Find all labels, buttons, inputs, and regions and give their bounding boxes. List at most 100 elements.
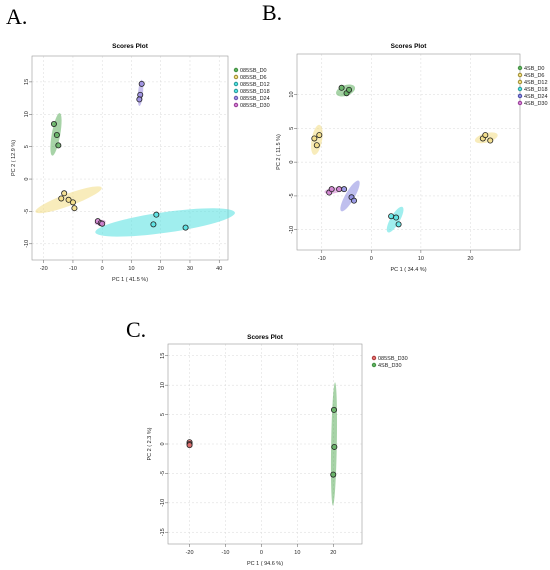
- data-point: [330, 471, 337, 478]
- y-tick-label: 10: [24, 111, 30, 117]
- panel-label-a: A.: [6, 4, 27, 29]
- legend-label: 4SB_D0: [524, 66, 545, 72]
- data-point: [388, 213, 395, 220]
- data-point: [69, 199, 76, 206]
- x-tick-label: 10: [418, 256, 424, 262]
- data-point: [341, 186, 348, 193]
- data-point: [316, 132, 323, 139]
- y-tick-label: 5: [24, 145, 30, 148]
- legend-label: 085SB_D6: [240, 75, 267, 81]
- legend-label: 085SB_D0: [240, 68, 267, 74]
- x-tick-label: -10: [222, 550, 230, 556]
- chart-title: Scores Plot: [247, 334, 284, 341]
- data-point: [393, 214, 400, 221]
- legend-label: 4SB_D6: [524, 73, 545, 79]
- x-tick-label: 10: [294, 550, 300, 556]
- data-point: [482, 132, 489, 139]
- legend-marker: [233, 102, 239, 108]
- data-point: [186, 442, 193, 449]
- y-axis-label: PC 2 ( 2.3 %): [147, 427, 153, 460]
- x-tick-label: 20: [330, 550, 336, 556]
- data-point: [336, 186, 343, 193]
- y-tick-label: 15: [160, 353, 166, 359]
- legend-marker: [371, 362, 377, 368]
- data-point: [330, 406, 337, 413]
- y-tick-label: -5: [160, 471, 166, 476]
- y-axis-label: PC 2 ( 12.9 %): [11, 140, 17, 176]
- legend-marker: [371, 355, 377, 361]
- data-point: [58, 195, 65, 202]
- x-tick-label: -10: [318, 256, 326, 262]
- data-point: [395, 221, 402, 228]
- legend-marker: [233, 95, 239, 101]
- panel-label-b: B.: [262, 0, 282, 25]
- legend-label: 085SB_D30: [378, 356, 408, 362]
- legend-label: 085SB_D12: [240, 82, 270, 88]
- x-tick-label: 40: [216, 266, 222, 272]
- x-tick-label: 30: [187, 266, 193, 272]
- data-point: [350, 197, 357, 204]
- data-point: [99, 220, 106, 227]
- x-tick-label: 0: [260, 550, 263, 556]
- scores-plot-b: -10 0 10 20 -10 -5 0 5 10 Scores Plot PC 1 ( 34.4 …: [276, 43, 548, 273]
- y-tick-label: -10: [160, 499, 166, 507]
- scores-plot-a: -20 -10 0 10 20 30 40 -10 -5 0 5 10 15 Scores Plot PC …: [11, 43, 270, 283]
- y-tick-label: 10: [289, 91, 295, 97]
- legend-marker: [233, 88, 239, 94]
- legend-marker: [517, 100, 523, 106]
- data-point: [50, 121, 57, 128]
- y-tick-label: -5: [289, 193, 295, 198]
- x-tick-label: 20: [158, 266, 164, 272]
- y-tick-label: -10: [24, 240, 30, 248]
- legend-label: 4SB_D30: [378, 363, 402, 369]
- x-tick-label: -20: [186, 550, 194, 556]
- y-tick-label: -15: [160, 528, 166, 536]
- data-point: [338, 84, 345, 91]
- data-point: [71, 205, 78, 212]
- y-tick-label: 0: [289, 161, 295, 164]
- legend-label: 4SB_D18: [524, 87, 548, 93]
- legend-marker: [233, 81, 239, 87]
- legend-label: 4SB_D30: [524, 101, 548, 107]
- chart-title: Scores Plot: [112, 43, 149, 50]
- legend-marker: [517, 72, 523, 78]
- y-tick-label: 0: [160, 442, 166, 445]
- legend-label: 4SB_D24: [524, 94, 548, 100]
- legend-marker: [233, 74, 239, 80]
- plot-frame: [296, 53, 521, 251]
- panel-label-c: C.: [126, 317, 146, 342]
- x-tick-label: 10: [128, 266, 134, 272]
- legend-label: 4SB_D12: [524, 80, 548, 86]
- data-point: [331, 443, 338, 450]
- legend-marker: [517, 65, 523, 71]
- x-tick-label: 0: [370, 256, 373, 262]
- data-point: [311, 135, 318, 142]
- data-point: [313, 142, 320, 149]
- legend-marker: [517, 93, 523, 99]
- x-tick-label: -20: [40, 266, 48, 272]
- data-point: [136, 96, 143, 103]
- legend-label: 085SB_D30: [240, 103, 270, 109]
- y-tick-label: -5: [24, 209, 30, 214]
- y-tick-label: 10: [160, 382, 166, 388]
- legend-label: 085SB_D18: [240, 89, 270, 95]
- data-point: [182, 224, 189, 231]
- data-point: [138, 80, 145, 87]
- x-tick-label: 20: [467, 256, 473, 262]
- data-point: [346, 86, 353, 93]
- y-tick-label: 5: [289, 127, 295, 130]
- x-axis-label: PC 1 ( 94.6 %): [247, 561, 283, 567]
- data-point: [487, 137, 494, 144]
- data-point: [153, 211, 160, 218]
- x-tick-label: -10: [69, 266, 77, 272]
- y-axis-label: PC 2 ( 11.5 %): [276, 134, 282, 170]
- legend-marker: [517, 86, 523, 92]
- chart-title: Scores Plot: [391, 43, 428, 50]
- legend-marker: [233, 67, 239, 73]
- y-tick-label: 15: [24, 79, 30, 85]
- y-tick-label: -10: [289, 226, 295, 234]
